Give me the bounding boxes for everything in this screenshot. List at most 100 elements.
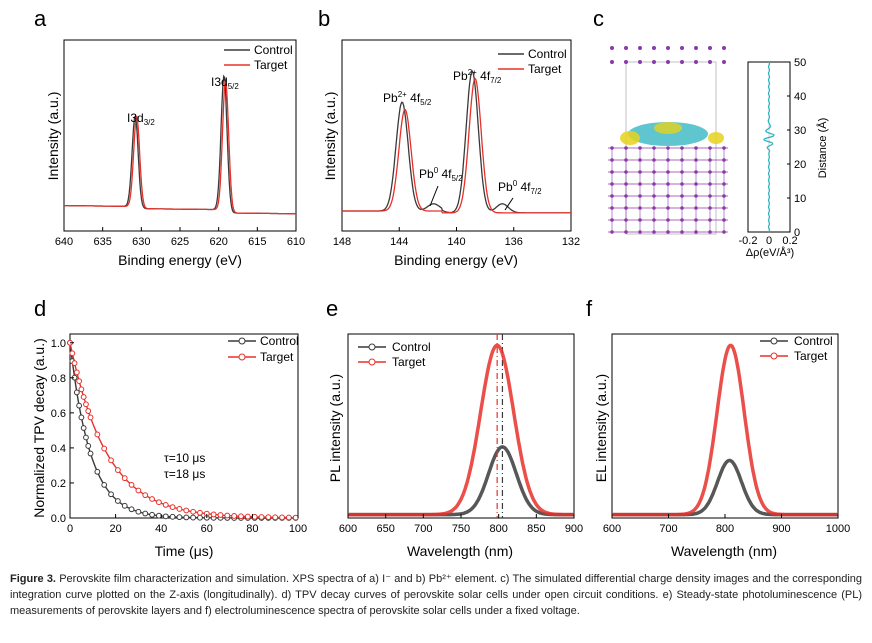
data-point xyxy=(156,512,162,519)
x-tick-label: 620 xyxy=(209,236,227,248)
data-point xyxy=(76,402,83,409)
panel-e-legend: Control Target xyxy=(358,340,431,369)
data-point xyxy=(135,508,142,515)
x-tick-label: 140 xyxy=(447,236,465,248)
atom xyxy=(610,60,614,64)
data-point xyxy=(87,414,94,421)
data-point xyxy=(156,499,162,506)
atom xyxy=(694,60,698,64)
data-point xyxy=(80,394,87,400)
atom xyxy=(708,60,712,64)
x-tick-label: 0 xyxy=(766,235,772,247)
data-point xyxy=(183,507,190,514)
legend-control: Control xyxy=(254,43,293,57)
panel-label-c: c xyxy=(593,6,604,31)
y-tick-label: 0.4 xyxy=(51,443,66,455)
annot-pb0-4f72: Pb0 4f7/2 xyxy=(498,179,542,196)
y-tick-label: 0.6 xyxy=(51,408,66,420)
x-tick-label: 600 xyxy=(339,523,357,535)
panel-label-e: e xyxy=(326,296,338,321)
annot-pb0-4f52: Pb0 4f5/2 xyxy=(419,166,463,183)
data-point xyxy=(197,514,203,521)
x-tick-label: 650 xyxy=(376,523,394,535)
atom xyxy=(638,60,642,64)
data-point xyxy=(169,504,176,511)
atom xyxy=(722,60,726,64)
x-tick-label: 600 xyxy=(603,523,621,535)
data-point xyxy=(190,508,197,515)
atom xyxy=(610,46,614,50)
data-point xyxy=(176,514,183,521)
x-tick-label: 800 xyxy=(716,523,734,535)
x-tick-label: 750 xyxy=(452,523,470,535)
x-tick-label: 900 xyxy=(565,523,583,535)
data-point xyxy=(73,369,80,376)
data-point xyxy=(272,514,279,521)
data-point xyxy=(183,514,190,521)
y-tick-label: 1.0 xyxy=(51,338,66,350)
data-point xyxy=(231,513,238,519)
atom xyxy=(624,46,628,50)
data-point xyxy=(135,487,142,494)
data-point xyxy=(80,425,87,431)
panel-b-xlabel: Binding energy (eV) xyxy=(394,252,518,268)
atom xyxy=(680,60,684,64)
series-target xyxy=(612,343,838,517)
arrow-pb0-72 xyxy=(504,197,514,211)
data-point xyxy=(128,506,135,513)
data-point xyxy=(162,501,169,508)
data-point xyxy=(71,360,78,367)
panel-a-ylabel: Intensity (a.u.) xyxy=(45,92,61,181)
series-control xyxy=(612,458,838,517)
data-point xyxy=(128,482,135,488)
arrow-pb0-52 xyxy=(429,185,439,207)
x-tick-label: 640 xyxy=(55,236,73,248)
panel-c-structure xyxy=(608,46,728,235)
series-target xyxy=(64,79,296,215)
svg-text:Control: Control xyxy=(528,47,567,61)
annot-pb2-4f52: Pb2+ 4f5/2 xyxy=(383,90,432,107)
x-tick-label: 60 xyxy=(201,523,213,535)
data-point xyxy=(108,457,114,464)
data-point xyxy=(217,512,224,518)
panel-a-xlabel: Binding energy (eV) xyxy=(118,252,242,268)
panel-c-integration-line xyxy=(763,61,775,233)
atom xyxy=(638,46,642,50)
data-point xyxy=(76,378,83,385)
atom xyxy=(708,46,712,50)
data-point xyxy=(285,514,292,521)
y-tick-label: 10 xyxy=(794,193,806,205)
charge-density-yellow xyxy=(708,132,724,144)
data-point xyxy=(87,450,94,457)
data-point xyxy=(258,514,265,520)
data-point xyxy=(78,414,85,421)
x-tick-label: 630 xyxy=(132,236,150,248)
caption-lead: Figure 3. xyxy=(10,573,56,585)
y-tick-label: 0 xyxy=(794,227,800,239)
x-tick-label: 80 xyxy=(246,523,258,535)
data-point xyxy=(85,408,92,414)
series-target xyxy=(69,342,298,519)
panel-label-b: b xyxy=(318,6,330,31)
svg-text:Target: Target xyxy=(260,350,294,364)
y-tick-label: 30 xyxy=(794,125,806,137)
annot-i3d52: I3d5/2 xyxy=(211,75,239,91)
series-target xyxy=(348,343,574,517)
panel-c-ylabel: Distance (Å) xyxy=(816,118,829,179)
atom xyxy=(666,46,670,50)
svg-text:Control: Control xyxy=(392,340,431,354)
atom xyxy=(666,60,670,64)
caption-text: Perovskite film characterization and sim… xyxy=(10,573,863,617)
series-target xyxy=(342,77,571,214)
atom xyxy=(694,46,698,50)
tau-target: τ=18 μs xyxy=(164,467,205,481)
panel-e-xlabel: Wavelength (nm) xyxy=(407,543,513,559)
atom xyxy=(722,46,726,50)
atom xyxy=(652,46,656,50)
data-point xyxy=(94,468,101,475)
data-point xyxy=(94,431,101,438)
data-point xyxy=(85,443,92,449)
x-tick-label: 20 xyxy=(109,523,121,535)
data-point xyxy=(83,401,89,408)
